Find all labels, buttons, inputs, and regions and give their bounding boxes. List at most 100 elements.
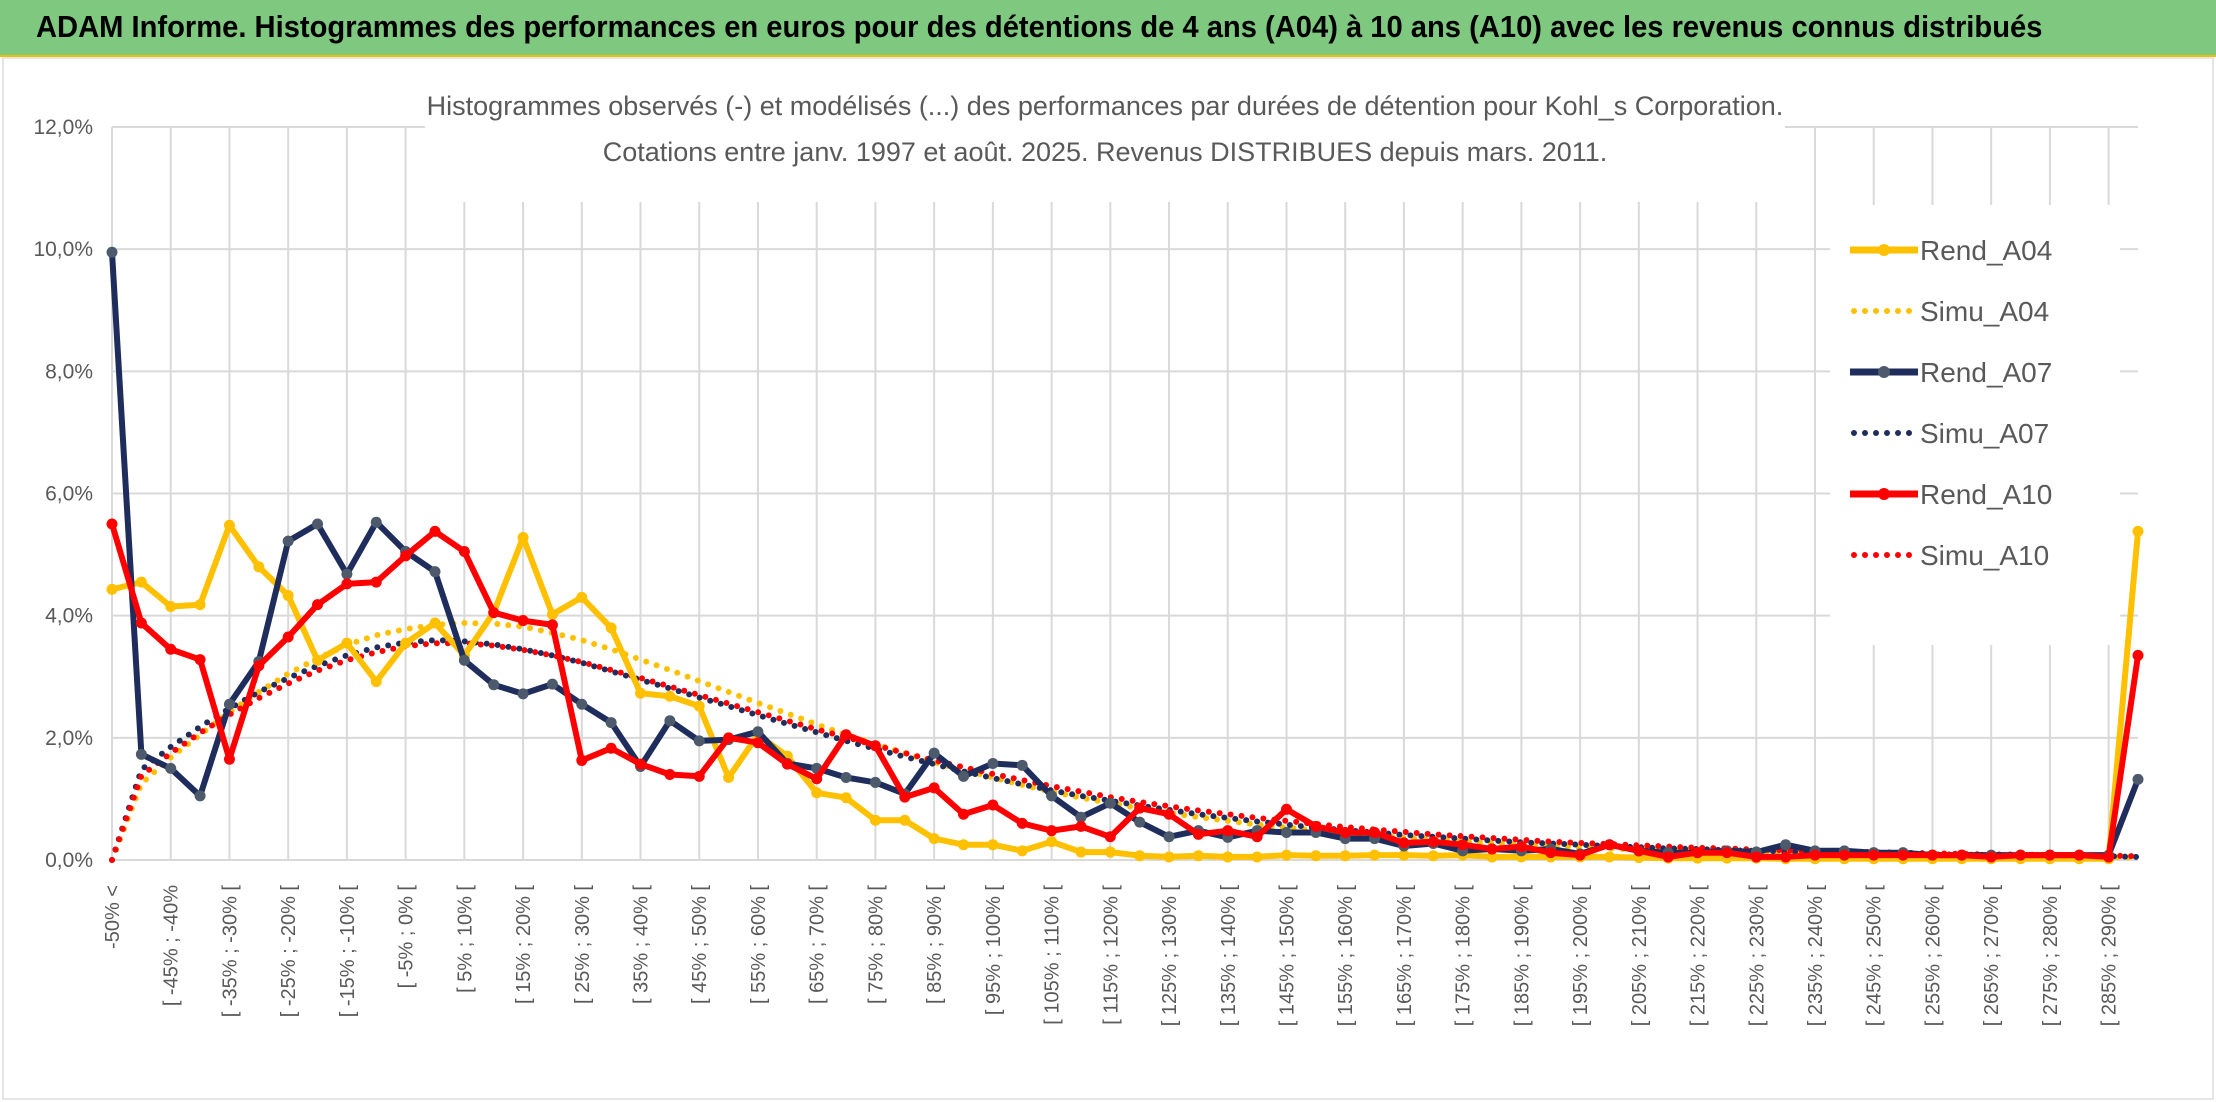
data-point-rend-a10 xyxy=(1280,803,1292,815)
data-point-rend-a07 xyxy=(546,678,558,690)
legend-label-rend-a10: Rend_A10 xyxy=(1920,479,2052,510)
y-tick-label: 0,0% xyxy=(45,849,93,872)
x-tick-label: [ 155% ; 160% [ xyxy=(1335,885,1357,1027)
chart-title-background xyxy=(425,87,1785,202)
data-point-rend-a04 xyxy=(1251,851,1263,863)
data-point-rend-a07 xyxy=(341,568,353,580)
data-point-rend-a04 xyxy=(811,787,823,799)
page-title: ADAM Informe. Histogrammes des performan… xyxy=(36,9,2043,44)
data-point-rend-a07 xyxy=(1134,816,1146,828)
data-point-rend-a07 xyxy=(987,757,999,769)
data-point-rend-a04 xyxy=(517,531,529,543)
data-point-rend-a04 xyxy=(1486,851,1498,863)
legend-label-simu-a04: Simu_A04 xyxy=(1920,296,2049,327)
x-tick-label: [ 85% ; 90% [ xyxy=(924,885,946,1004)
data-point-rend-a04 xyxy=(194,599,206,611)
data-point-rend-a10 xyxy=(664,768,676,780)
x-axis-ticks: -50% < [ -45% ; -40% [ -35% ; -30% [[ -25%… xyxy=(102,885,2121,1027)
data-point-rend-a10 xyxy=(1985,851,1997,863)
data-point-rend-a10 xyxy=(400,550,412,562)
x-tick-label: [ 25% ; 30% [ xyxy=(572,885,594,1004)
data-point-rend-a04 xyxy=(840,792,852,804)
y-tick-label: 2,0% xyxy=(45,727,93,750)
data-point-rend-a07 xyxy=(282,535,294,547)
data-point-rend-a04 xyxy=(928,833,940,845)
x-tick-label: [ 35% ; 40% [ xyxy=(631,885,653,1004)
x-tick-label: [ 145% ; 150% [ xyxy=(1276,885,1298,1027)
data-point-rend-a04 xyxy=(576,591,588,603)
x-tick-label: [ 75% ; 80% [ xyxy=(865,885,887,1004)
data-point-rend-a10 xyxy=(1134,802,1146,814)
x-tick-label: [ 275% ; 280% [ xyxy=(2040,885,2062,1027)
data-point-rend-a10 xyxy=(135,617,147,629)
data-point-rend-a10 xyxy=(1838,849,1850,861)
data-point-rend-a10 xyxy=(1075,820,1087,832)
x-tick-label: [ -5% ; 0% [ xyxy=(396,885,418,989)
x-tick-label: [ 175% ; 180% [ xyxy=(1453,885,1475,1027)
data-point-rend-a04 xyxy=(400,637,412,649)
legend-label-simu-a07: Simu_A07 xyxy=(1920,418,2049,449)
data-point-rend-a04 xyxy=(135,576,147,588)
data-point-rend-a04 xyxy=(165,601,177,613)
data-point-rend-a07 xyxy=(752,726,764,738)
data-point-rend-a07 xyxy=(2132,773,2144,785)
x-tick-label: [ -35% ; -30% [ xyxy=(219,885,241,1018)
data-point-rend-a10 xyxy=(811,773,823,785)
data-point-rend-a07 xyxy=(605,717,617,729)
chart-area: 0,0% 2,0% 4,0% 6,0% 8,0% 10,0% 12,0% -50% < [ -… xyxy=(0,57,2216,1102)
x-tick-label: [ 215% ; 220% [ xyxy=(1688,885,1710,1027)
data-point-rend-a10 xyxy=(2073,849,2085,861)
series-line-rend-a07 xyxy=(109,252,2141,859)
x-tick-label: [ 255% ; 260% [ xyxy=(1922,885,1944,1027)
data-point-rend-a07 xyxy=(135,748,147,760)
data-point-rend-a10 xyxy=(605,742,617,754)
x-tick-label: [ 115% ; 120% [ xyxy=(1100,885,1122,1025)
data-point-rend-a07 xyxy=(1163,831,1175,843)
y-tick-label: 8,0% xyxy=(45,360,93,383)
x-tick-label: [ 135% ; 140% [ xyxy=(1218,885,1240,1027)
data-point-rend-a10 xyxy=(987,799,999,811)
data-point-rend-a10 xyxy=(1046,825,1058,837)
data-point-rend-a04 xyxy=(223,519,235,531)
data-point-rend-a04 xyxy=(664,690,676,702)
chart-subtitle: Cotations entre janv. 1997 et août. 2025… xyxy=(603,137,1608,167)
series-lines xyxy=(106,246,2144,865)
data-point-rend-a04 xyxy=(899,814,911,826)
x-tick-label: [ 245% ; 250% [ xyxy=(1864,885,1886,1027)
data-point-rend-a10 xyxy=(1486,843,1498,855)
x-tick-label: [ 235% ; 240% [ xyxy=(1805,885,1827,1027)
data-point-rend-a10 xyxy=(2015,849,2027,861)
x-tick-label: [ 185% ; 190% [ xyxy=(1511,885,1533,1027)
data-point-rend-a04 xyxy=(1398,849,1410,861)
data-point-rend-a10 xyxy=(546,619,558,631)
legend-marker-rend-a04 xyxy=(1878,244,1890,256)
data-point-rend-a04 xyxy=(1046,836,1058,848)
data-point-rend-a10 xyxy=(194,654,206,666)
data-point-rend-a04 xyxy=(546,608,558,620)
data-point-rend-a04 xyxy=(1192,850,1204,862)
data-point-rend-a07 xyxy=(370,516,382,528)
data-point-rend-a10 xyxy=(458,546,470,558)
data-point-rend-a10 xyxy=(2103,851,2115,863)
x-tick-label: [ 5% ; 10% [ xyxy=(454,885,476,993)
data-point-rend-a10 xyxy=(1780,851,1792,863)
data-point-rend-a07 xyxy=(1780,839,1792,851)
data-point-rend-a04 xyxy=(312,654,324,666)
x-tick-label: [ 285% ; 290% [ xyxy=(2099,885,2121,1027)
x-tick-label: [ 205% ; 210% [ xyxy=(1629,885,1651,1027)
data-point-rend-a10 xyxy=(928,782,940,794)
data-point-rend-a10 xyxy=(693,770,705,782)
data-point-rend-a04 xyxy=(370,676,382,688)
data-point-rend-a10 xyxy=(1398,837,1410,849)
chart-title: Histogrammes observés (-) et modélisés (… xyxy=(427,91,1784,121)
data-point-rend-a10 xyxy=(1633,845,1645,857)
data-point-rend-a10 xyxy=(781,758,793,770)
data-point-rend-a04 xyxy=(106,583,118,595)
data-point-rend-a10 xyxy=(282,631,294,643)
data-point-rend-a07 xyxy=(517,688,529,700)
data-point-rend-a07 xyxy=(869,776,881,788)
data-point-rend-a10 xyxy=(1662,851,1674,863)
data-point-rend-a10 xyxy=(869,740,881,752)
data-point-rend-a10 xyxy=(1369,827,1381,839)
data-point-rend-a07 xyxy=(106,246,118,258)
